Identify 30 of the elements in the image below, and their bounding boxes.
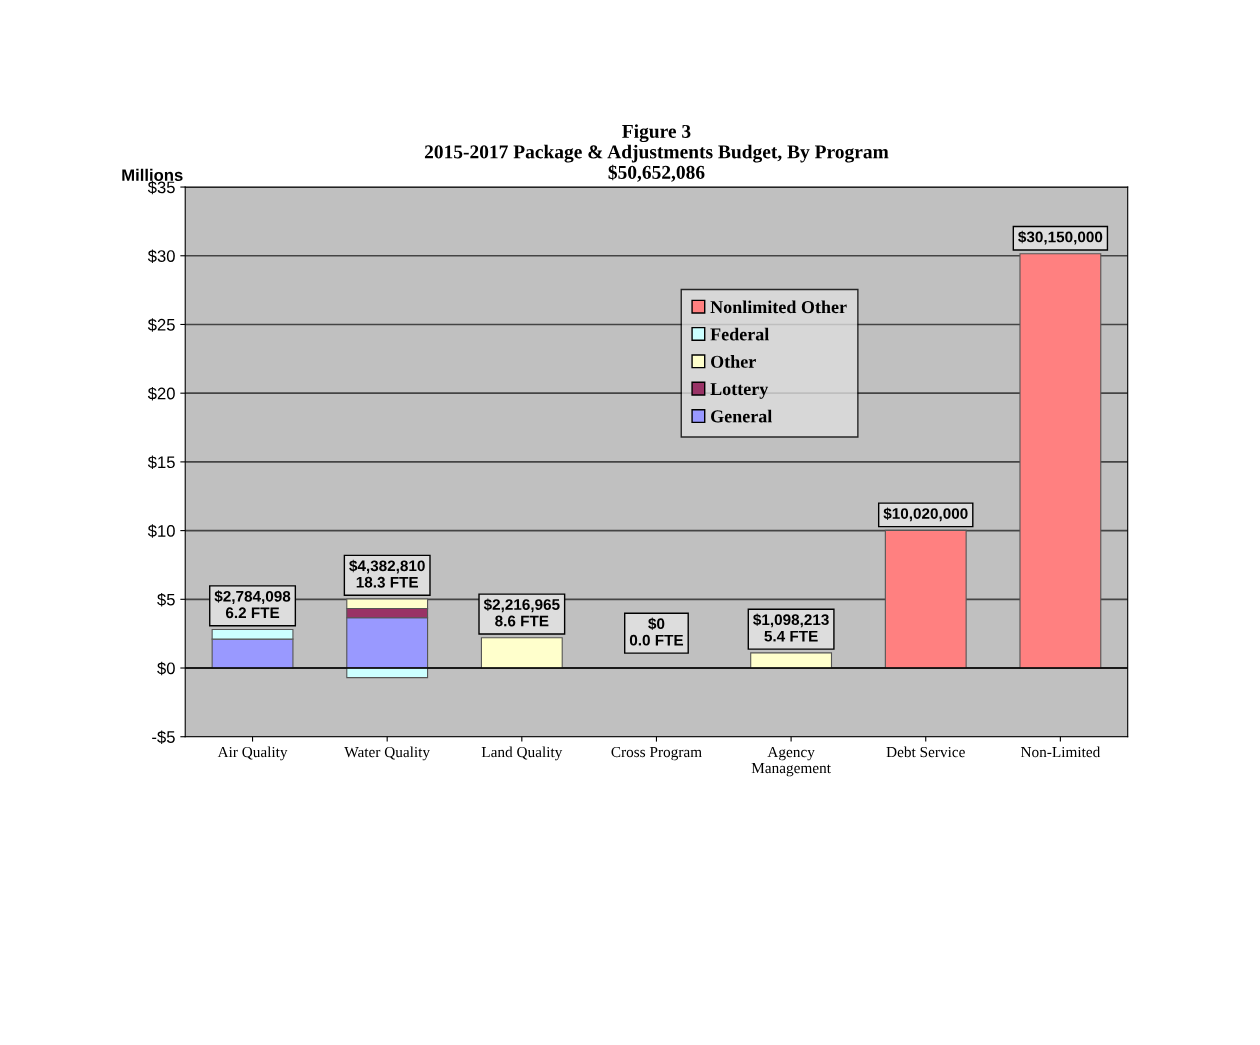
y-tick-label: $25: [147, 318, 175, 332]
chart-title: Figure 3 2015-2017 Package & Adjustments Budget, By Program $50,652,086: [424, 124, 889, 182]
y-tick-label: $35: [147, 180, 175, 195]
legend-label: Other: [711, 355, 756, 368]
legend-label: Nonlimited Other: [710, 300, 847, 314]
y-tick-label: $30: [147, 249, 175, 263]
x-tick-label: Agency Management: [751, 746, 831, 777]
x-tick-label: Air Quality: [217, 746, 288, 761]
total-label: $0 0.0 FTE: [629, 617, 684, 646]
x-tick-label: Debt Service: [886, 746, 965, 758]
legend-label: Federal: [710, 327, 769, 341]
x-tick-label: Land Quality: [481, 746, 563, 761]
y-tick-label: $0: [157, 661, 175, 676]
y-tick-label: $20: [147, 386, 175, 401]
total-label: $2,784,098 6.2 FTE: [214, 590, 291, 619]
total-label: $10,020,000: [883, 507, 968, 522]
total-label: $30,150,000: [1018, 230, 1103, 245]
total-label: $1,098,213 5.4 FTE: [753, 613, 829, 642]
x-tick-label: Cross Program: [611, 746, 702, 761]
y-tick-label: -$5: [152, 730, 175, 744]
y-tick-label: $5: [157, 593, 175, 607]
x-tick-label: Non-Limited: [1020, 746, 1101, 758]
legend-label: Lottery: [710, 383, 769, 399]
x-tick-label: Water Quality: [344, 746, 430, 761]
y-tick-label: $10: [147, 524, 175, 538]
y-tick-label: $15: [147, 455, 175, 470]
total-label: $4,382,810 18.3 FTE: [349, 559, 425, 588]
y-axis-title: Millions: [122, 168, 183, 182]
legend-label: General: [711, 409, 772, 423]
total-label: $2,216,965 8.6 FTE: [483, 598, 560, 627]
